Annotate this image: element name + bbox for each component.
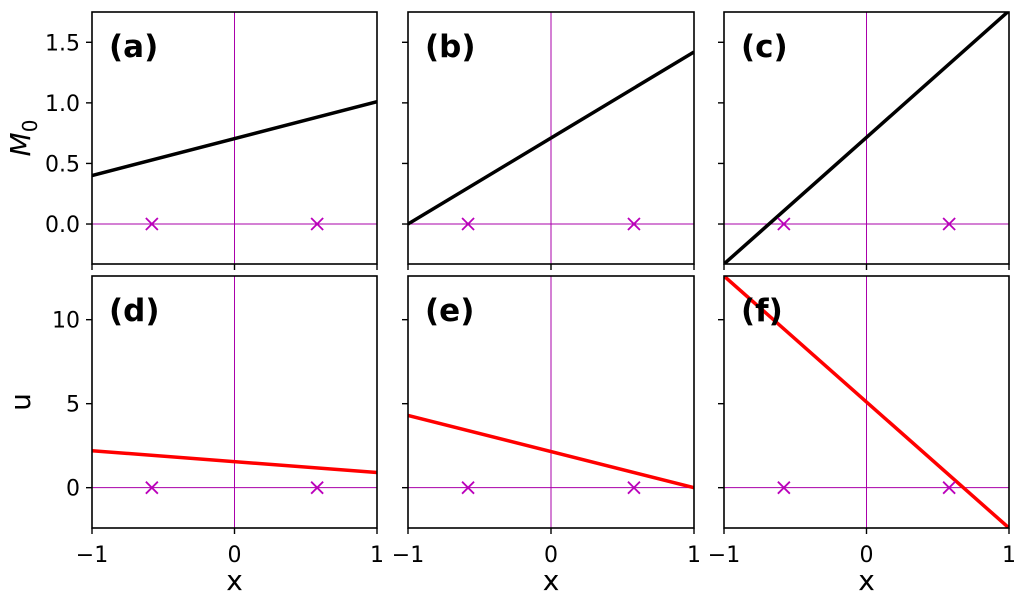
x-marker-stroke (942, 481, 956, 495)
y-tick-label: 1.0 (45, 92, 80, 117)
x-marker-stroke (777, 481, 791, 495)
x-marker (627, 481, 641, 495)
y-axis-title-subscript: 0 (18, 120, 42, 133)
series-line (408, 50, 694, 226)
x-tick-label: 1 (687, 543, 701, 568)
x-marker (777, 481, 791, 495)
x-marker-stroke (145, 481, 159, 495)
x-tick-label: 0 (228, 543, 242, 568)
x-marker-stroke (627, 481, 641, 495)
series-line (92, 448, 377, 475)
series-line (408, 413, 694, 490)
x-marker (461, 481, 475, 495)
x-marker (942, 217, 956, 231)
y-tick-label: 0.0 (45, 213, 80, 238)
panel-f: −1 0 1 (f) x (708, 275, 1016, 597)
x-tick-label: −1 (76, 543, 108, 568)
panel-c: (c) (718, 11, 1010, 270)
panel-label: (e) (425, 293, 474, 329)
x-axis-title: x (858, 564, 875, 597)
y-tick-label: 10 (52, 309, 80, 334)
x-tick-label: 0 (544, 543, 558, 568)
y-tick-label: 0.5 (45, 152, 80, 177)
series-line (92, 99, 377, 178)
y-axis-title: u (4, 393, 37, 411)
x-marker-stroke (145, 217, 159, 231)
panel-label: (b) (425, 29, 476, 65)
x-marker-stroke (461, 481, 475, 495)
panel-a: 0.0 0.5 1.0 1.5 (a) M0 (4, 11, 378, 270)
series-line (724, 12, 1009, 264)
x-marker-stroke (310, 217, 324, 231)
x-marker (310, 481, 324, 495)
x-marker-stroke (942, 217, 956, 231)
x-marker-stroke (461, 217, 475, 231)
y-tick-label: 1.5 (45, 31, 80, 56)
panel-label: (d) (109, 293, 160, 329)
panel-label: (a) (109, 29, 158, 65)
y-axis-title: M0 (4, 120, 42, 157)
x-axis-title: x (226, 564, 243, 597)
x-marker (145, 481, 159, 495)
panel-label: (c) (741, 29, 788, 65)
x-tick-label: 0 (860, 543, 874, 568)
x-axis-title: x (543, 564, 560, 597)
x-marker-stroke (777, 217, 791, 231)
panel-label: (f) (741, 293, 783, 329)
x-marker-stroke (310, 481, 324, 495)
x-marker (461, 217, 475, 231)
panel-e: −1 0 1 (e) x (392, 275, 701, 597)
x-tick-label: 1 (370, 543, 384, 568)
x-marker (942, 481, 956, 495)
x-tick-label: −1 (708, 543, 740, 568)
panel-b: (b) (402, 11, 695, 270)
x-marker (627, 217, 641, 231)
x-marker (777, 217, 791, 231)
series-line (724, 276, 1009, 528)
y-tick-label: 5 (66, 393, 80, 418)
panel-d: 0 5 10 −1 0 1 (d) x u (4, 275, 384, 597)
x-marker (145, 217, 159, 231)
x-marker (310, 217, 324, 231)
x-tick-label: −1 (392, 543, 424, 568)
x-tick-label: 1 (1002, 543, 1016, 568)
x-marker-stroke (627, 217, 641, 231)
y-axis-title-base: M (4, 132, 37, 156)
y-tick-label: 0 (66, 477, 80, 502)
